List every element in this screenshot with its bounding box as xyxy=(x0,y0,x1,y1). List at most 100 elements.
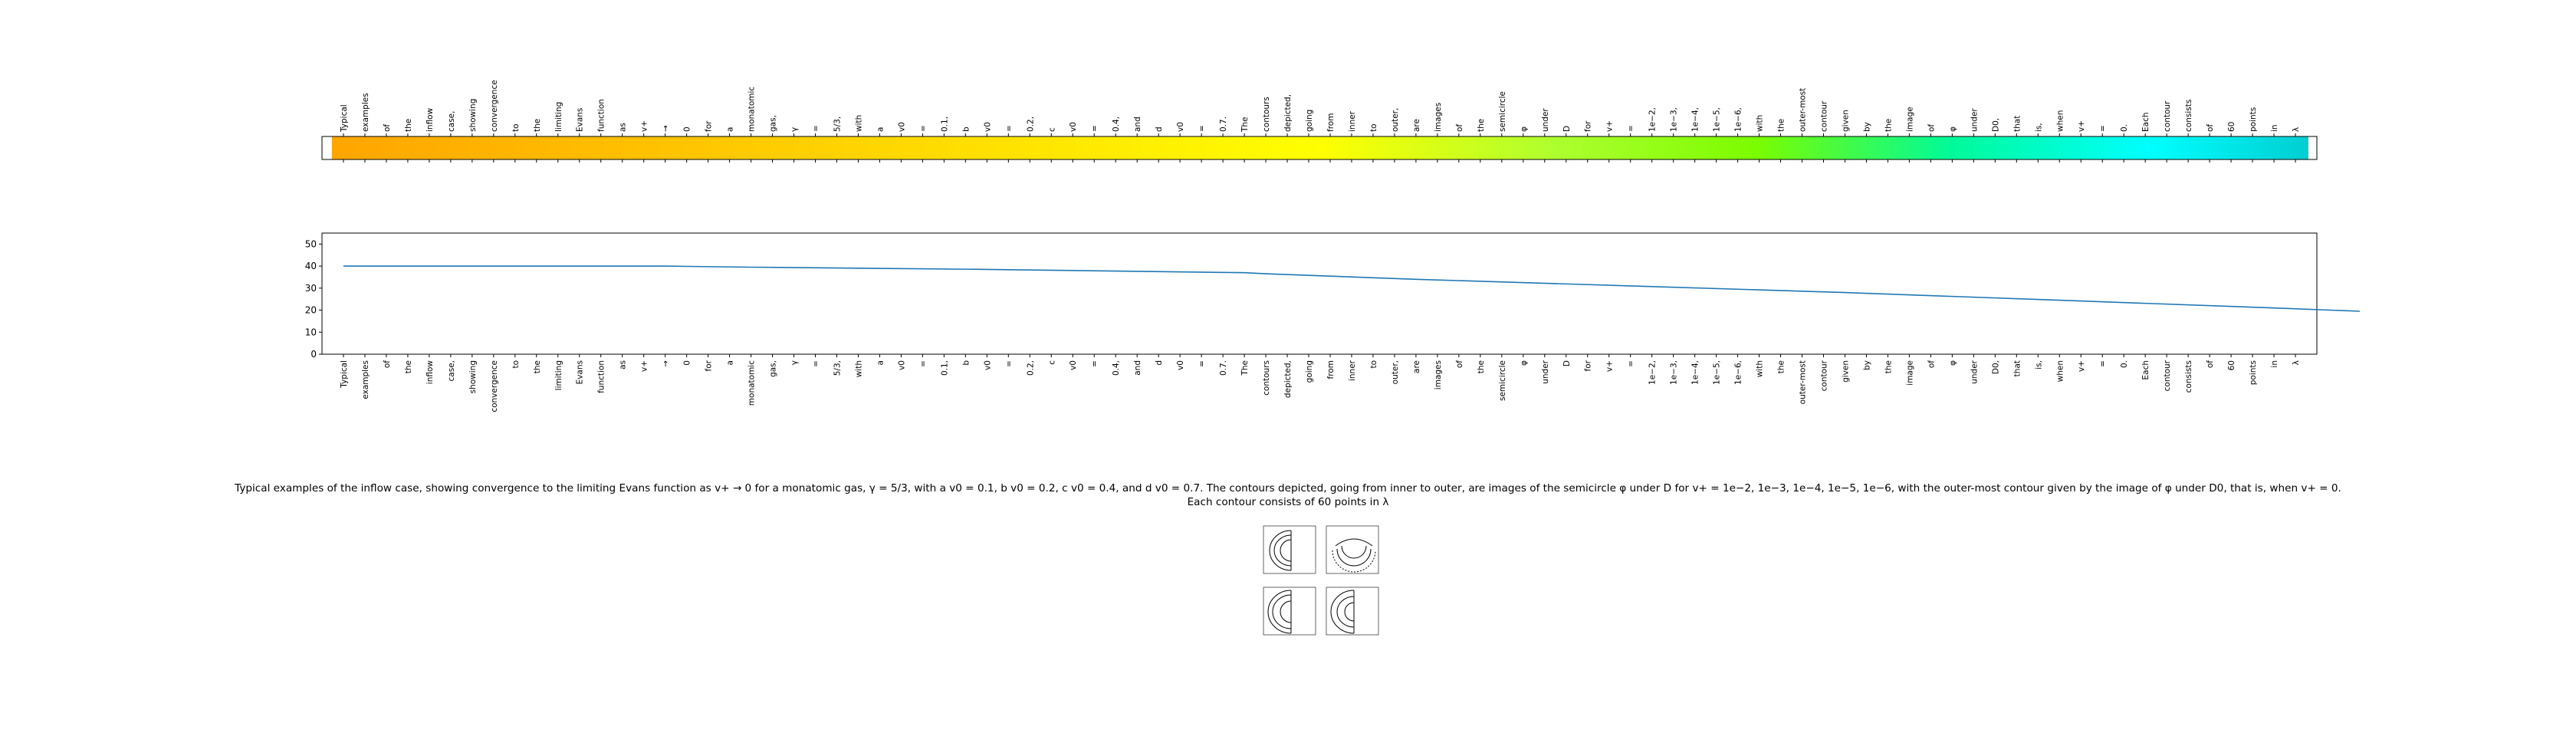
x-tick-label: v0 xyxy=(897,360,906,370)
x-tick-label: is, xyxy=(2034,360,2043,370)
x-tick-label: d xyxy=(1155,360,1164,366)
heatmap-tick-label: = xyxy=(1090,125,1099,132)
x-tick-label: v+ xyxy=(1605,360,1615,372)
heatmap-tick-label: v+ xyxy=(2077,120,2086,132)
x-tick-label: = xyxy=(2098,360,2108,367)
heatmap-tick-label: function xyxy=(597,99,606,132)
heatmap-tick-label: semicircle xyxy=(1498,91,1507,132)
x-tick-label: for xyxy=(705,360,714,371)
x-tick-label: semicircle xyxy=(1498,360,1507,401)
x-tick-label: the xyxy=(404,360,413,373)
x-tick-label: and xyxy=(1133,360,1142,376)
y-tick-label: 20 xyxy=(305,305,317,316)
heatmap-tick-label: D0, xyxy=(1991,118,2000,132)
x-tick-label: contour xyxy=(1819,360,1829,391)
heatmap-tick-label: case, xyxy=(447,111,456,132)
heatmap-tick-label: Evans xyxy=(576,108,585,132)
x-tick-label: Evans xyxy=(576,360,585,384)
x-tick-label: Each xyxy=(2141,360,2150,380)
heatmap-tick-label: contour xyxy=(2163,100,2172,132)
x-tick-label: to xyxy=(1369,360,1378,369)
x-tick-label: contour xyxy=(2163,360,2172,391)
caption-line-2: Each contour consists of 60 points in λ xyxy=(1187,496,1389,508)
y-tick-label: 10 xyxy=(305,327,317,337)
heatmap-tick-label: 1e−2, xyxy=(1648,107,1658,132)
heatmap-tick-label: v+ xyxy=(640,120,649,132)
y-tick-label: 30 xyxy=(305,283,317,294)
x-tick-label: under xyxy=(1970,360,1979,383)
x-tick-label: outer, xyxy=(1391,360,1400,384)
x-tick-label: of xyxy=(383,360,392,368)
x-tick-label: gas, xyxy=(769,360,778,377)
heatmap-tick-label: 0.7. xyxy=(1219,117,1228,132)
x-tick-label: points xyxy=(2249,360,2258,385)
heatmap-tick-label: going xyxy=(1305,110,1314,132)
x-tick-label: v0 xyxy=(1176,360,1185,370)
x-tick-label: φ xyxy=(1520,360,1529,366)
heatmap-frame xyxy=(321,136,2318,160)
heatmap-tick-label: the xyxy=(1477,119,1486,132)
x-tick-label: in xyxy=(2270,360,2279,368)
heatmap-tick-label: D xyxy=(1562,126,1572,132)
x-tick-label: outer-most xyxy=(1799,360,1808,404)
heatmap-tick-label: Each xyxy=(2141,113,2150,133)
heatmap-tick-label: to xyxy=(511,123,521,132)
x-tick-label: given xyxy=(1841,360,1850,383)
heatmap-tick-label: to xyxy=(1369,123,1378,132)
caption-line-1: Typical examples of the inflow case, sho… xyxy=(235,482,2341,495)
x-tick-label: for xyxy=(1584,360,1593,371)
x-tick-label: monatomic xyxy=(748,360,757,406)
x-tick-label: 1e−4, xyxy=(1691,360,1700,385)
x-tick-label: of xyxy=(2206,360,2215,368)
series-line xyxy=(343,265,2361,312)
heatmap-tick-label: for xyxy=(705,120,714,132)
heatmap-tick-label: of xyxy=(2206,124,2215,132)
x-tick-label: the xyxy=(1884,360,1893,373)
y-tick-label: 40 xyxy=(305,261,317,271)
x-tick-label: 1e−6, xyxy=(1734,360,1743,385)
plot-frame xyxy=(321,232,2318,355)
x-tick-label: 60 xyxy=(2227,360,2236,370)
heatmap-tick-label: in xyxy=(2270,124,2279,132)
x-tick-label: v0 xyxy=(983,360,992,370)
x-tick-label: D xyxy=(1562,360,1572,366)
heatmap-tick-label: outer, xyxy=(1391,108,1400,132)
heatmap-tick-label: limiting xyxy=(554,102,564,132)
heatmap-tick-label: and xyxy=(1133,117,1142,132)
x-tick-label: examples xyxy=(361,360,370,399)
heatmap-tick-label: consists xyxy=(2184,100,2193,132)
x-tick-label: γ xyxy=(790,360,800,365)
heatmap-tick-label: under xyxy=(1541,108,1550,132)
heatmap-tick-label: 1e−4, xyxy=(1691,107,1700,132)
heatmap-tick-label: v0 xyxy=(1069,122,1078,132)
heatmap-tick-label: v0 xyxy=(897,122,906,132)
heatmap-tick-label: the xyxy=(1777,119,1786,132)
heatmap-tick-label: the xyxy=(1884,119,1893,132)
contour-thumbnail-a xyxy=(1263,525,1316,574)
x-tick-label: image xyxy=(1905,360,1914,386)
x-tick-label: 5/3, xyxy=(833,360,842,376)
heatmap-tick-label: contours xyxy=(1262,97,1271,132)
heatmap-tick-label: = xyxy=(812,125,821,132)
heatmap-tick-label: λ xyxy=(2292,127,2301,132)
heatmap-tick-label: 1e−3, xyxy=(1670,107,1679,132)
heatmap-tick-label: a xyxy=(876,127,885,132)
x-tick-label: to xyxy=(511,360,521,369)
x-tick-label: consists xyxy=(2184,360,2193,393)
x-tick-label: inflow xyxy=(426,360,435,385)
x-tick-label: v+ xyxy=(640,360,649,372)
heatmap-tick-label: image xyxy=(1905,107,1914,132)
heatmap-tick-label: = xyxy=(1627,125,1636,132)
contour-thumbnail-b xyxy=(1326,525,1379,574)
heatmap-tick-label: v0 xyxy=(983,122,992,132)
heatmap-tick-label: of xyxy=(1455,124,1464,132)
x-tick-label: a xyxy=(876,360,885,365)
x-tick-label: of xyxy=(1927,360,1936,368)
x-tick-label: = xyxy=(1090,360,1099,367)
x-tick-label: inner xyxy=(1348,360,1357,381)
x-tick-label: under xyxy=(1541,360,1550,383)
x-tick-label: case, xyxy=(447,360,456,381)
x-tick-label: when xyxy=(2055,360,2065,382)
x-tick-label: that xyxy=(2013,360,2022,376)
